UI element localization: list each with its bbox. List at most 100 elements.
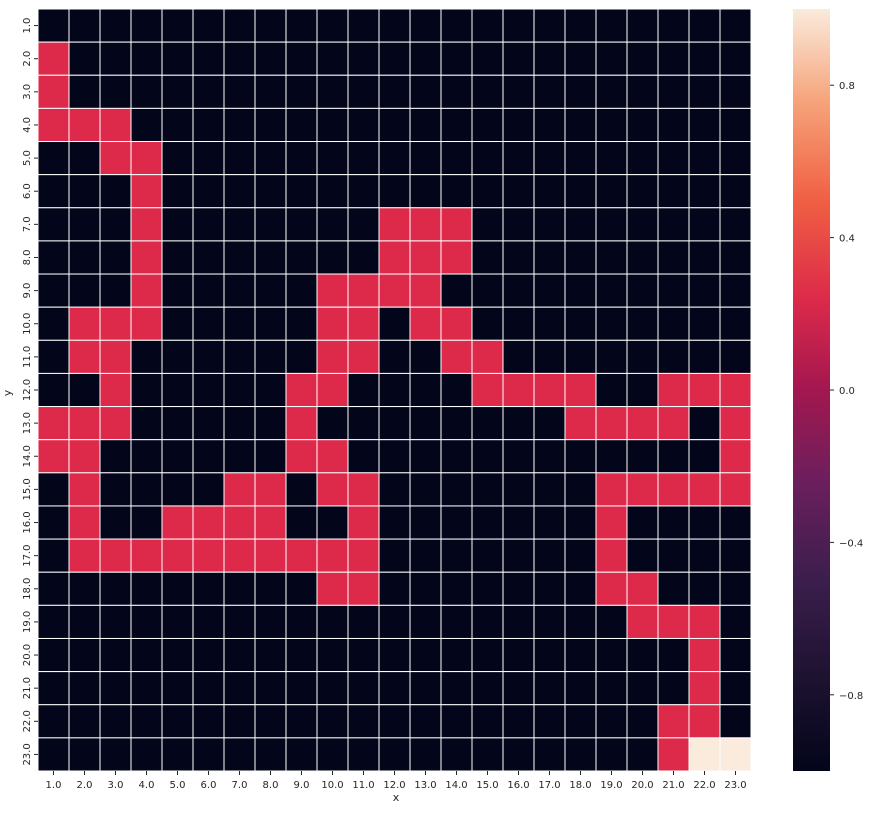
heatmap-cell	[657, 41, 690, 76]
heatmap-cell	[161, 538, 194, 573]
heatmap-cell	[161, 273, 194, 308]
heatmap-cell	[37, 671, 70, 706]
heatmap-cell	[254, 8, 287, 43]
heatmap-cell	[68, 637, 101, 673]
heatmap-cell	[192, 41, 225, 76]
heatmap-cell	[564, 604, 597, 639]
heatmap-cell	[254, 604, 287, 639]
heatmap-cell	[440, 141, 473, 176]
heatmap-cell	[223, 604, 256, 639]
y-tick-label: 2.0	[22, 51, 33, 67]
heatmap-cell	[440, 41, 473, 76]
heatmap-cell	[192, 737, 225, 772]
heatmap-cell	[347, 505, 380, 540]
heatmap-cell	[564, 571, 597, 606]
colorbar-tick-label: −0.4	[839, 538, 863, 549]
heatmap-cell	[130, 571, 163, 606]
heatmap-cell	[688, 704, 721, 739]
heatmap-cell	[688, 472, 721, 507]
heatmap-cell	[564, 538, 597, 573]
x-tick-label: 2.0	[77, 780, 93, 791]
heatmap-cell	[378, 74, 411, 109]
heatmap-cell	[68, 306, 101, 341]
heatmap-cell	[378, 107, 411, 143]
heatmap-cell	[347, 604, 380, 639]
heatmap-cell	[37, 439, 70, 474]
heatmap-cell	[378, 737, 411, 772]
heatmap-cell	[68, 505, 101, 540]
heatmap-cell	[719, 273, 752, 308]
heatmap-cell	[409, 505, 442, 540]
heatmap-cell	[502, 505, 535, 540]
heatmap-cell	[409, 240, 442, 275]
heatmap-cell	[378, 8, 411, 43]
x-tick-label: 1.0	[46, 780, 62, 791]
heatmap-cell	[68, 240, 101, 275]
heatmap-cell	[37, 141, 70, 176]
heatmap-cell	[471, 737, 504, 772]
heatmap-cell	[161, 671, 194, 706]
heatmap-cell	[533, 339, 566, 374]
heatmap-cell	[316, 737, 349, 772]
heatmap-cell	[161, 74, 194, 109]
heatmap-cell	[626, 141, 659, 176]
heatmap-cell	[161, 107, 194, 143]
heatmap-cell	[657, 505, 690, 540]
heatmap-cell	[99, 174, 132, 209]
heatmap-cell	[161, 505, 194, 540]
x-tick-label: 9.0	[294, 780, 310, 791]
heatmap-cell	[37, 737, 70, 772]
heatmap-cell	[254, 571, 287, 606]
heatmap-cell	[719, 472, 752, 507]
y-tick-label: 16.0	[22, 511, 33, 533]
heatmap-cell	[719, 141, 752, 176]
heatmap-cell	[99, 406, 132, 441]
x-tick-label: 21.0	[662, 780, 684, 791]
heatmap-cell	[626, 273, 659, 308]
heatmap-cell	[223, 306, 256, 341]
y-tick-label: 14.0	[22, 445, 33, 467]
heatmap-cell	[223, 637, 256, 673]
heatmap-cell	[533, 207, 566, 242]
heatmap-cell	[595, 439, 628, 474]
heatmap-cell	[378, 439, 411, 474]
heatmap-cell	[99, 571, 132, 606]
y-tick-label: 20.0	[22, 644, 33, 666]
heatmap-cell	[316, 439, 349, 474]
heatmap-cell	[564, 41, 597, 76]
heatmap-cell	[440, 737, 473, 772]
heatmap-cell	[223, 107, 256, 143]
heatmap-cell	[254, 372, 287, 408]
heatmap-cell	[285, 472, 318, 507]
heatmap-cell	[719, 107, 752, 143]
heatmap-cell	[657, 107, 690, 143]
heatmap-cell	[688, 671, 721, 706]
heatmap-cell	[99, 8, 132, 43]
heatmap-cell	[99, 671, 132, 706]
y-tick-label: 15.0	[22, 478, 33, 500]
heatmap-cell	[285, 505, 318, 540]
heatmap-cell	[502, 406, 535, 441]
heatmap-cell	[409, 737, 442, 772]
heatmap-cell	[99, 207, 132, 242]
y-tick-label: 23.0	[22, 743, 33, 765]
heatmap-cell	[440, 637, 473, 673]
heatmap-cell	[471, 306, 504, 341]
heatmap-cell	[564, 273, 597, 308]
heatmap-cell	[533, 174, 566, 209]
heatmap-cell	[285, 240, 318, 275]
heatmap-cell	[130, 8, 163, 43]
heatmap-cell	[285, 339, 318, 374]
heatmap-cell	[378, 472, 411, 507]
heatmap-cell	[564, 174, 597, 209]
heatmap-cell	[68, 41, 101, 76]
heatmap-cell	[223, 240, 256, 275]
heatmap-cell	[161, 372, 194, 408]
heatmap-cell	[440, 439, 473, 474]
heatmap-cell	[37, 240, 70, 275]
heatmap-cell	[161, 704, 194, 739]
y-tick-label: 9.0	[22, 283, 33, 299]
heatmap-cell	[223, 141, 256, 176]
heatmap-cell	[223, 538, 256, 573]
